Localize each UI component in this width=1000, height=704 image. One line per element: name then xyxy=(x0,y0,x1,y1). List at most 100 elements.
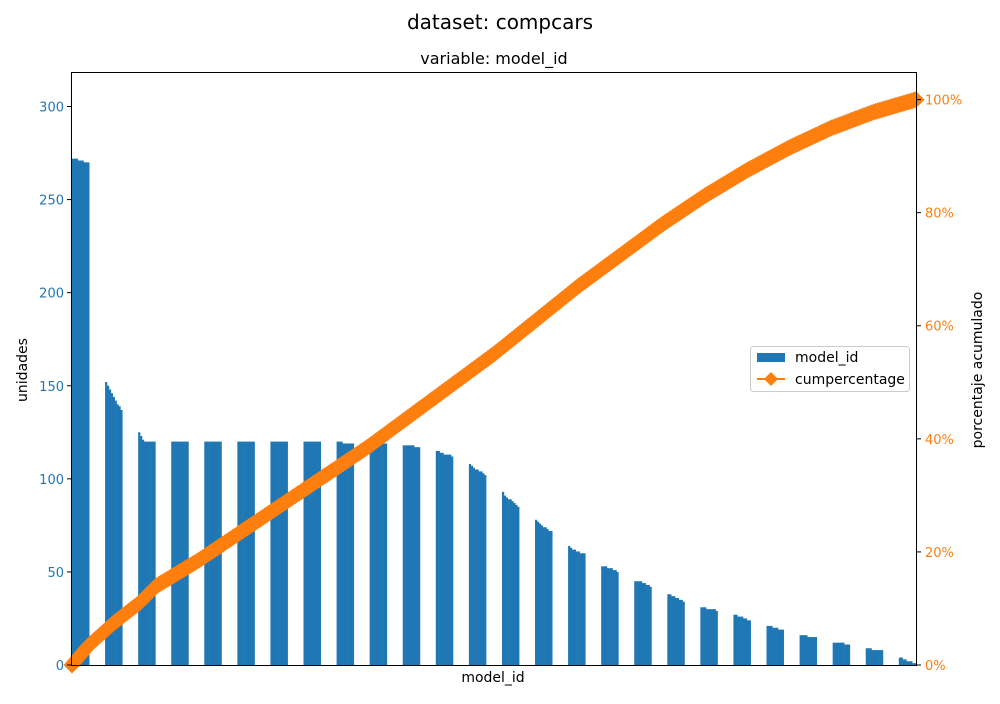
right-axis: 0% 20% 40% 60% 80% 100% xyxy=(916,94,962,674)
bar xyxy=(515,504,518,665)
bar xyxy=(318,441,321,665)
bar xyxy=(239,441,242,665)
bar xyxy=(544,527,547,665)
bar xyxy=(766,625,769,665)
bar xyxy=(311,441,314,665)
bar xyxy=(840,642,843,665)
bar xyxy=(441,452,444,665)
bar xyxy=(243,441,246,665)
bar xyxy=(143,441,147,665)
bar xyxy=(250,441,253,665)
bar xyxy=(285,441,288,665)
bar xyxy=(346,443,349,665)
bar xyxy=(270,441,273,665)
bar xyxy=(468,463,472,665)
bar xyxy=(114,400,117,665)
bar xyxy=(451,456,454,665)
bar xyxy=(904,659,907,665)
legend-swatch-bars xyxy=(757,353,785,362)
legend: model_id cumpercentage xyxy=(750,346,910,392)
bar xyxy=(709,609,713,665)
bar xyxy=(408,445,411,665)
bar xyxy=(680,599,683,665)
bar xyxy=(614,570,617,665)
bar xyxy=(281,441,285,665)
bar xyxy=(772,627,775,665)
bar xyxy=(517,506,520,665)
bar xyxy=(106,385,110,665)
bar xyxy=(501,491,505,665)
bar xyxy=(414,447,417,665)
bar xyxy=(643,583,646,665)
bar xyxy=(340,441,343,665)
bar xyxy=(245,441,248,665)
bar xyxy=(667,594,670,665)
bar xyxy=(673,596,676,665)
bar xyxy=(873,650,876,665)
bar xyxy=(812,637,816,665)
bar xyxy=(540,525,543,665)
bar xyxy=(176,441,180,665)
bar xyxy=(809,637,812,665)
bar xyxy=(276,441,279,665)
bar xyxy=(671,596,674,665)
y-tick-label: 300 xyxy=(39,101,64,116)
bar xyxy=(735,614,738,665)
bar xyxy=(305,441,308,665)
bar xyxy=(237,441,240,665)
bar xyxy=(314,441,318,665)
bar xyxy=(443,454,446,665)
bar xyxy=(145,441,148,665)
bar xyxy=(503,495,507,665)
bar xyxy=(535,519,538,665)
bar xyxy=(908,661,911,665)
bar xyxy=(603,566,606,665)
bar xyxy=(704,607,707,665)
bar xyxy=(847,644,851,665)
bar xyxy=(147,441,150,665)
bar xyxy=(805,635,808,665)
legend-label-bars: model_id xyxy=(795,350,858,366)
bar xyxy=(844,644,847,665)
bar xyxy=(511,501,514,665)
bar xyxy=(799,635,802,665)
bar xyxy=(881,650,884,665)
bar xyxy=(252,441,255,665)
bar xyxy=(336,441,339,665)
bar xyxy=(715,611,718,665)
bar xyxy=(774,627,777,665)
bar xyxy=(246,441,250,665)
bar xyxy=(612,570,615,665)
bar xyxy=(770,625,773,665)
legend-marker-diamond xyxy=(764,372,778,386)
bar xyxy=(173,441,176,665)
bar xyxy=(278,441,281,665)
bar xyxy=(781,629,785,665)
bar xyxy=(834,642,837,665)
bar xyxy=(406,445,409,665)
bar xyxy=(248,441,252,665)
bar xyxy=(739,616,742,665)
chart-title: dataset: compcars xyxy=(407,10,593,34)
legend-label-line: cumpercentage xyxy=(795,372,905,388)
bar xyxy=(418,447,421,665)
y2-tick-label: 20% xyxy=(925,546,954,561)
bar xyxy=(733,614,736,665)
bar xyxy=(639,581,643,665)
bar xyxy=(105,382,108,665)
legend-box xyxy=(750,346,910,392)
bar xyxy=(869,648,872,665)
bar xyxy=(865,648,868,665)
bar xyxy=(371,443,374,665)
y-tick-label: 250 xyxy=(39,194,64,209)
bar xyxy=(577,551,580,665)
bar xyxy=(550,530,553,665)
bar xyxy=(538,523,542,665)
bar xyxy=(108,389,112,665)
bar xyxy=(741,616,744,665)
bar xyxy=(178,441,182,665)
bar xyxy=(900,657,903,665)
bar xyxy=(120,409,123,665)
y-tick-label: 50 xyxy=(47,566,64,581)
bar xyxy=(571,549,575,665)
